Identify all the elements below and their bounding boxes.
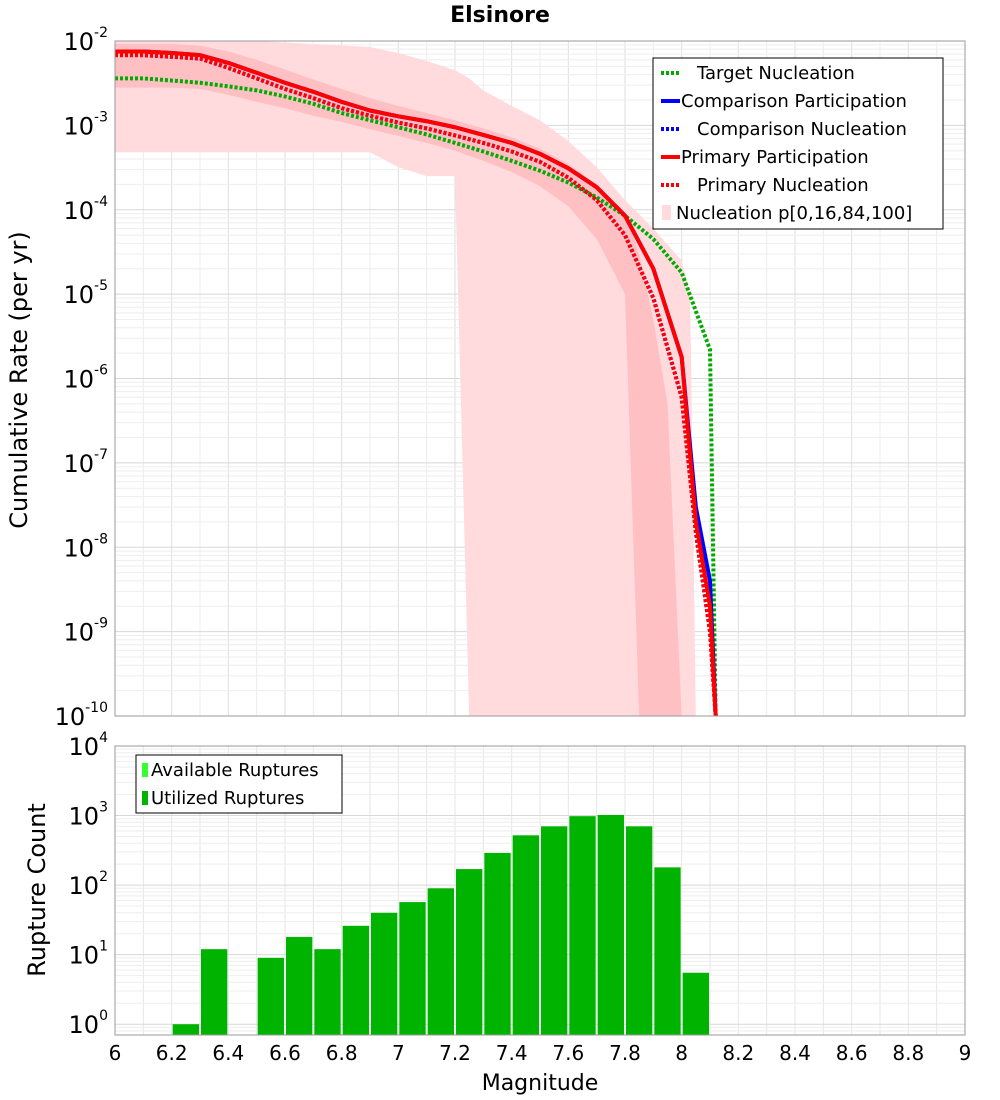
count-y-ticks: 104 103 102 101 100 bbox=[69, 730, 109, 1039]
y-tick-label: 10-9 bbox=[63, 616, 108, 647]
y-tick-label: 10-2 bbox=[63, 25, 108, 56]
rupture-bar bbox=[597, 814, 624, 1035]
rupture-bar bbox=[682, 972, 709, 1035]
legend-label: Comparison Participation bbox=[681, 91, 907, 112]
rupture-bar bbox=[569, 816, 596, 1035]
count-panel: 104 103 102 101 100 6 6.2 6.4 6.6 6.8 7 7.2 7.4 7.6 7… bbox=[69, 730, 972, 1065]
y-tick-label: 10-5 bbox=[63, 278, 108, 309]
x-tick-label: 7.2 bbox=[439, 1041, 471, 1065]
rate-uncertainty-bands bbox=[115, 41, 696, 716]
y-tick-label: 10-10 bbox=[55, 700, 108, 731]
x-tick-label: 6 bbox=[109, 1041, 122, 1065]
x-tick-label: 7.6 bbox=[552, 1041, 584, 1065]
rupture-bar bbox=[654, 867, 681, 1035]
x-tick-label: 6.2 bbox=[156, 1041, 188, 1065]
x-tick-label: 8.8 bbox=[892, 1041, 924, 1065]
legend-label: Comparison Nucleation bbox=[697, 119, 907, 140]
x-tick-label: 8.6 bbox=[836, 1041, 868, 1065]
y-tick-label: 104 bbox=[69, 730, 109, 761]
rupture-bar bbox=[541, 826, 568, 1035]
y-tick-label: 10-8 bbox=[63, 531, 108, 562]
y-tick-label: 10-4 bbox=[63, 194, 108, 225]
legend-swatch bbox=[142, 763, 148, 777]
x-tick-label: 7 bbox=[392, 1041, 405, 1065]
series-line bbox=[115, 53, 718, 717]
rupture-bar bbox=[512, 835, 539, 1035]
x-tick-label: 7.4 bbox=[496, 1041, 528, 1065]
rupture-bar bbox=[172, 1024, 199, 1035]
rupture-bar bbox=[371, 912, 398, 1035]
x-tick-label: 7.8 bbox=[609, 1041, 641, 1065]
rupture-bar bbox=[456, 869, 483, 1035]
rate-y-axis-label: Cumulative Rate (per yr) bbox=[5, 231, 33, 529]
rupture-bar bbox=[286, 936, 313, 1035]
count-plot-frame bbox=[114, 745, 966, 1036]
count-bars bbox=[172, 814, 709, 1035]
x-tick-label: 6.6 bbox=[269, 1041, 301, 1065]
series-line bbox=[115, 76, 718, 717]
x-tick-label: 8.2 bbox=[722, 1041, 754, 1065]
rate-y-ticks: 10-2 10-3 10-4 10-5 10-6 10-7 10-8 10-9 10-10 bbox=[55, 25, 109, 731]
legend-label: Target Nucleation bbox=[696, 63, 855, 84]
count-y-axis-label: Rupture Count bbox=[23, 803, 51, 977]
legend-label: Primary Participation bbox=[681, 147, 869, 168]
x-tick-label: 9 bbox=[959, 1041, 972, 1065]
rupture-bar bbox=[257, 957, 284, 1035]
rate-plot-frame bbox=[114, 40, 966, 717]
y-tick-label: 10-7 bbox=[63, 447, 108, 478]
y-tick-label: 101 bbox=[69, 939, 108, 970]
legend-label: Available Ruptures bbox=[151, 760, 319, 781]
rupture-bar bbox=[201, 949, 228, 1035]
x-tick-label: 6.8 bbox=[326, 1041, 358, 1065]
y-tick-label: 100 bbox=[69, 1008, 108, 1039]
y-tick-label: 103 bbox=[69, 800, 108, 831]
x-tick-label: 8 bbox=[675, 1041, 688, 1065]
rupture-bar bbox=[399, 902, 426, 1035]
rupture-bar bbox=[484, 852, 511, 1035]
legend-label: Nucleation p[0,16,84,100] bbox=[676, 203, 912, 224]
uncertainty-band bbox=[115, 41, 696, 716]
series-line bbox=[115, 49, 718, 717]
x-tick-label: 8.4 bbox=[779, 1041, 811, 1065]
count-legend: Available Ruptures Utilized Ruptures bbox=[135, 754, 343, 814]
rupture-bar bbox=[427, 888, 454, 1035]
legend-swatch bbox=[662, 205, 671, 220]
rate-legend: Target Nucleation Comparison Participatio… bbox=[652, 57, 944, 230]
x-axis-label: Magnitude bbox=[482, 1071, 599, 1096]
rupture-bar bbox=[314, 949, 341, 1035]
y-tick-label: 102 bbox=[69, 869, 108, 900]
x-tick-label: 6.4 bbox=[212, 1041, 244, 1065]
y-tick-label: 10-3 bbox=[63, 109, 108, 140]
y-tick-label: 10-6 bbox=[63, 363, 108, 394]
rupture-bar bbox=[342, 925, 369, 1035]
rate-series-lines bbox=[115, 49, 718, 717]
legend-label: Utilized Ruptures bbox=[151, 788, 304, 809]
legend-label: Primary Nucleation bbox=[697, 175, 869, 196]
legend-swatch bbox=[142, 791, 148, 805]
rupture-bar bbox=[626, 826, 653, 1035]
chart-title: Elsinore bbox=[450, 3, 550, 28]
count-x-ticks: 6 6.2 6.4 6.6 6.8 7 7.2 7.4 7.6 7.8 8 8.2 8.4 8.6 8.8 9 bbox=[109, 1041, 972, 1065]
count-grid bbox=[115, 746, 966, 1036]
